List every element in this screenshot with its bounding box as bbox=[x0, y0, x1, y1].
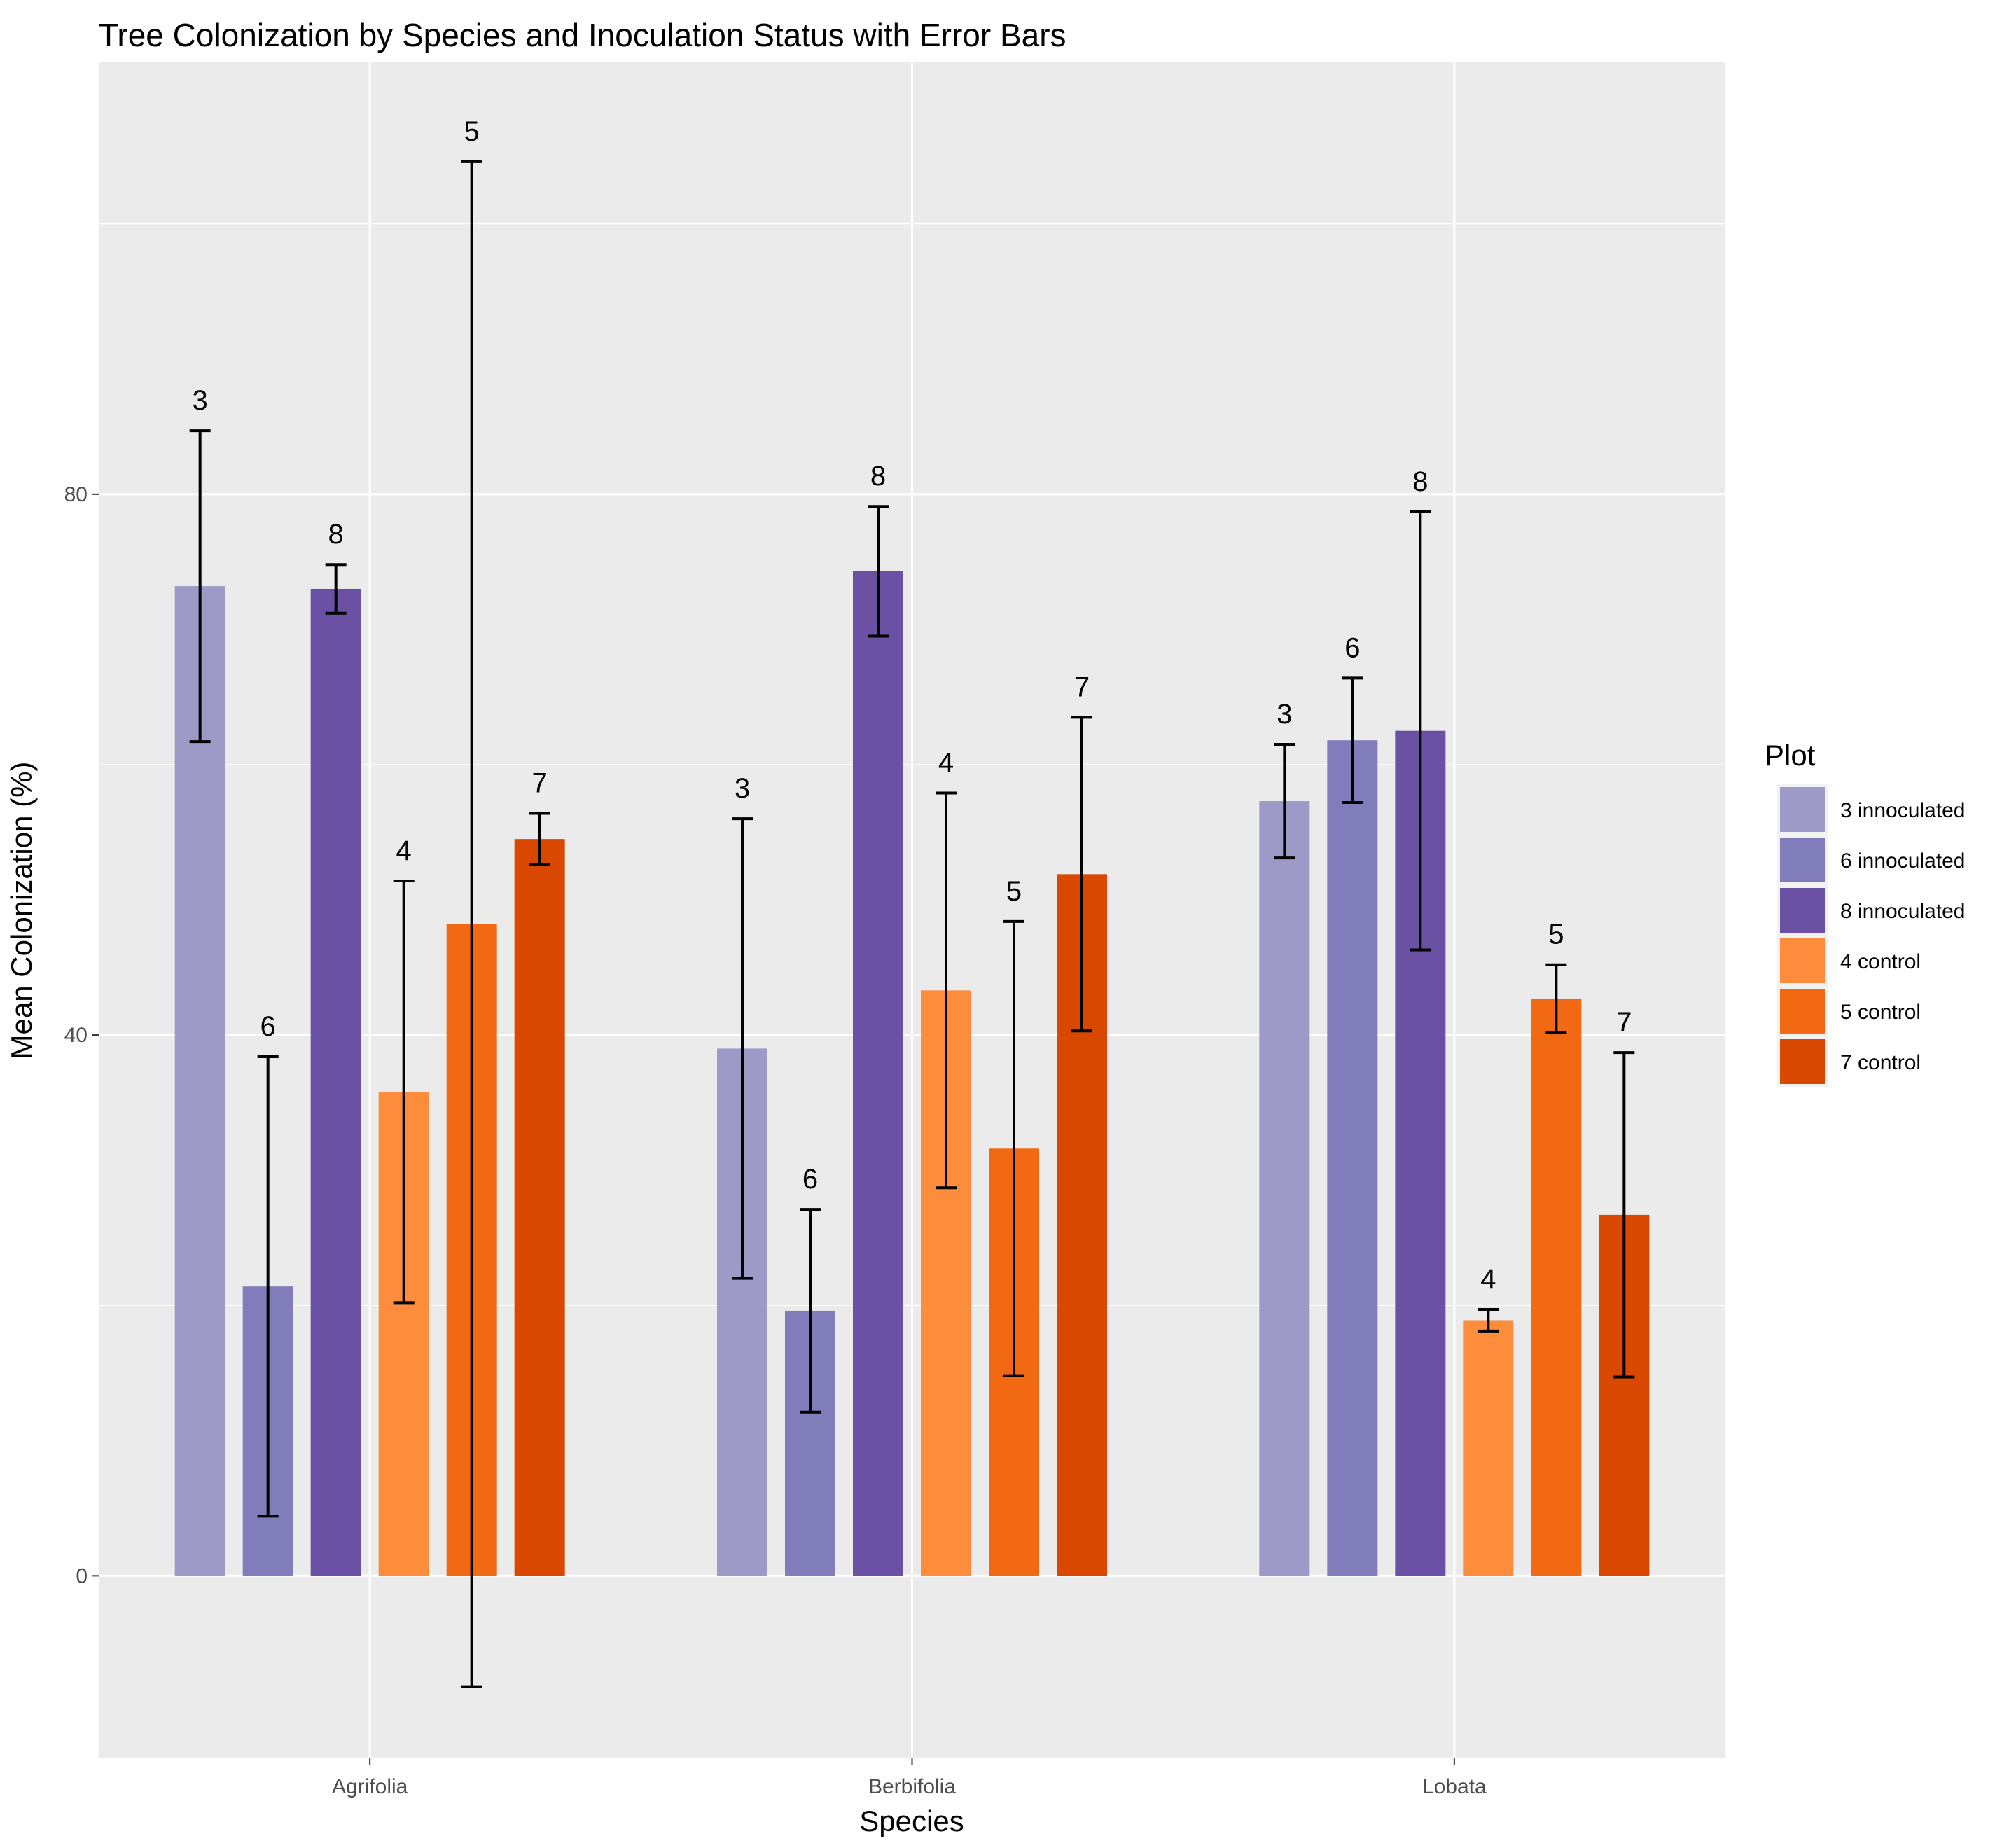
y-tick-label: 0 bbox=[76, 1564, 88, 1588]
bar-data-label: 5 bbox=[464, 116, 480, 147]
bar-data-label: 3 bbox=[1277, 699, 1292, 730]
bar-data-label: 7 bbox=[1074, 672, 1090, 702]
legend-title: Plot bbox=[1765, 739, 1816, 772]
legend-label: 4 control bbox=[1840, 950, 1921, 973]
x-tick-label: Agrifolia bbox=[332, 1775, 408, 1798]
legend-swatch bbox=[1780, 888, 1825, 933]
legend-swatch bbox=[1780, 938, 1825, 983]
legend-label: 3 innoculated bbox=[1840, 799, 1965, 822]
legend: Plot 3 innoculated 6 innoculated 8 innocul… bbox=[1765, 739, 1965, 1087]
bar-data-label: 5 bbox=[1006, 876, 1022, 907]
bar bbox=[1531, 998, 1582, 1576]
y-tick-label: 40 bbox=[64, 1024, 88, 1047]
legend-swatch bbox=[1780, 787, 1825, 832]
bar-data-label: 3 bbox=[735, 773, 750, 804]
bar-data-label: 7 bbox=[1616, 1007, 1632, 1038]
x-tick-label: Berbifolia bbox=[868, 1775, 956, 1798]
legend-label: 8 innoculated bbox=[1840, 900, 1965, 923]
bar-data-label: 6 bbox=[802, 1164, 818, 1195]
bar-data-label: 6 bbox=[1344, 632, 1360, 663]
bars: 3 3 3 6 6 6 8 8 8 4 4 4 5 5 5 7 7 7 bbox=[174, 116, 1650, 1688]
bar bbox=[310, 588, 361, 1576]
bar-data-label: 8 bbox=[328, 519, 344, 550]
legend-swatch bbox=[1780, 1039, 1825, 1084]
bar bbox=[514, 839, 565, 1576]
bar bbox=[1327, 740, 1378, 1576]
bar bbox=[1259, 801, 1310, 1576]
y-tick-label: 80 bbox=[64, 483, 88, 506]
bar-data-label: 4 bbox=[1480, 1264, 1496, 1295]
bar-data-label: 5 bbox=[1548, 919, 1564, 950]
bar-data-label: 8 bbox=[870, 461, 886, 492]
bar-data-label: 4 bbox=[938, 747, 954, 778]
legend-swatch bbox=[1780, 989, 1825, 1034]
bar-data-label: 4 bbox=[396, 835, 412, 866]
y-axis-title: Mean Colonization (%) bbox=[5, 762, 38, 1060]
bar-data-label: 8 bbox=[1412, 466, 1428, 497]
legend-label: 5 control bbox=[1840, 1001, 1921, 1024]
x-tick-label: Lobata bbox=[1422, 1775, 1487, 1798]
bar bbox=[853, 571, 903, 1576]
axes: 0 40 80 Agrifolia Berbifolia Lobata bbox=[64, 483, 1487, 1798]
x-axis-title: Species bbox=[859, 1805, 964, 1837]
bar bbox=[1463, 1320, 1514, 1576]
legend-label: 7 control bbox=[1840, 1051, 1921, 1074]
legend-label: 6 innoculated bbox=[1840, 849, 1965, 873]
chart-title: Tree Colonization by Species and Inocula… bbox=[99, 17, 1066, 53]
bar-data-label: 6 bbox=[260, 1011, 276, 1042]
grid-lines bbox=[99, 62, 1725, 1758]
bar-data-label: 3 bbox=[193, 385, 208, 416]
bar bbox=[174, 586, 225, 1576]
bar-data-label: 7 bbox=[532, 767, 548, 798]
legend-swatch bbox=[1780, 838, 1825, 882]
